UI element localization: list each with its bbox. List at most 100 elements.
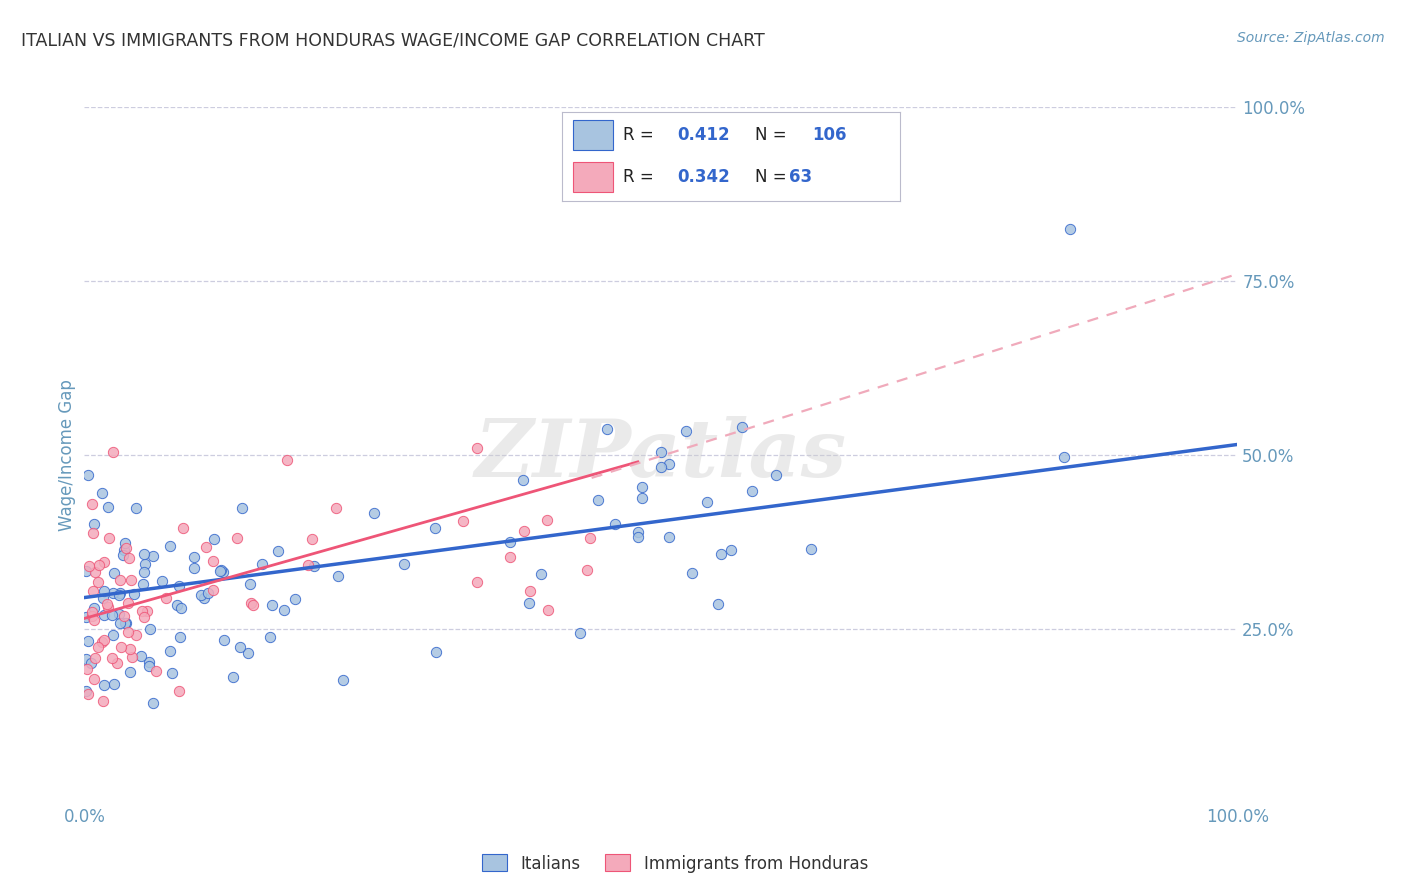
Point [117, 550, 139, 565]
Point [451, 514, 474, 528]
Point [297, 558, 319, 572]
Point [159, 539, 181, 553]
Point [91, 591, 114, 606]
Point [93, 632, 115, 647]
Point [166, 598, 188, 612]
Point [696, 495, 718, 509]
Point [111, 548, 134, 562]
Point [80, 496, 103, 510]
Point [720, 542, 742, 557]
Point [142, 696, 165, 710]
Point [195, 540, 218, 554]
Point [120, 574, 142, 588]
Point [201, 582, 224, 597]
Point [238, 646, 260, 660]
Text: ITALIAN VS IMMIGRANTS FROM HONDURAS WAGE/INCOME GAP CORRELATION CHART: ITALIAN VS IMMIGRANTS FROM HONDURAS WAGE… [21, 31, 765, 49]
Point [202, 554, 225, 568]
Point [115, 616, 138, 631]
Text: N =: N = [755, 168, 792, 186]
Point [76, 662, 98, 676]
Point [120, 641, 142, 656]
Point [75, 564, 97, 578]
Point [579, 532, 602, 546]
Point [211, 566, 233, 580]
Point [80, 609, 103, 624]
Point [150, 574, 173, 589]
Point [627, 524, 650, 539]
Point [134, 547, 156, 561]
Point [91, 694, 114, 708]
Point [1059, 222, 1081, 236]
Point [103, 585, 125, 599]
Text: 106: 106 [813, 126, 846, 145]
Point [710, 547, 733, 561]
Point [658, 530, 681, 544]
Point [83, 613, 105, 627]
Point [193, 591, 215, 605]
Text: N =: N = [755, 126, 792, 145]
Point [77, 467, 100, 482]
Point [209, 565, 232, 579]
Point [304, 559, 326, 574]
Point [83, 672, 105, 686]
Point [93, 555, 115, 569]
Point [138, 655, 160, 669]
Point [125, 501, 148, 516]
Point [162, 666, 184, 681]
Point [93, 584, 115, 599]
Legend: Italians, Immigrants from Honduras: Italians, Immigrants from Honduras [475, 847, 875, 880]
Point [77, 559, 100, 574]
Point [112, 543, 135, 558]
Point [730, 419, 752, 434]
Point [536, 513, 558, 527]
Point [83, 651, 105, 665]
Point [142, 549, 165, 564]
Point [260, 599, 283, 613]
Point [239, 596, 262, 610]
Point [97, 500, 120, 515]
Point [134, 610, 156, 624]
Point [209, 563, 232, 577]
Point [242, 598, 264, 612]
Point [276, 453, 298, 467]
Point [603, 516, 626, 531]
Point [112, 609, 135, 624]
Point [108, 607, 131, 621]
Point [630, 480, 652, 494]
Point [239, 577, 262, 591]
Point [103, 445, 125, 459]
Point [197, 585, 219, 599]
Text: R =: R = [623, 126, 659, 145]
Point [83, 516, 105, 531]
Point [225, 531, 247, 545]
Point [332, 673, 354, 688]
Point [75, 651, 97, 665]
Point [513, 524, 536, 539]
Point [129, 648, 152, 663]
Point [675, 424, 697, 438]
Point [103, 566, 125, 580]
Point [132, 576, 155, 591]
Point [682, 566, 704, 580]
Point [202, 532, 225, 546]
Point [86, 574, 108, 589]
Point [326, 569, 349, 583]
Point [250, 558, 273, 572]
Point [77, 634, 100, 648]
Point [108, 573, 131, 587]
Point [530, 566, 553, 581]
Y-axis label: Wage/Income Gap: Wage/Income Gap [58, 379, 76, 531]
Point [596, 422, 619, 436]
Point [588, 492, 610, 507]
Point [169, 631, 191, 645]
Point [222, 670, 245, 684]
Point [800, 541, 823, 556]
Point [97, 599, 120, 614]
Point [134, 557, 156, 571]
Point [301, 533, 323, 547]
Point [91, 634, 114, 648]
Point [167, 578, 190, 592]
Point [519, 583, 541, 598]
Point [75, 610, 97, 624]
Point [498, 534, 520, 549]
